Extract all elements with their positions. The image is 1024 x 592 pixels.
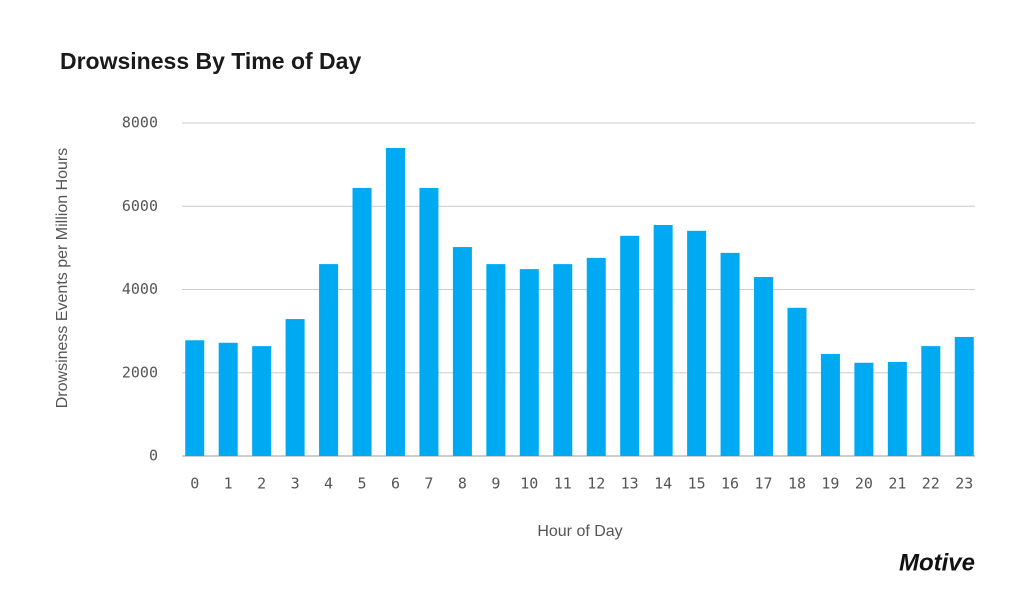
bar <box>954 336 974 456</box>
bar <box>653 224 673 456</box>
bar <box>553 264 573 456</box>
x-tick-label: 0 <box>190 475 199 493</box>
x-tick-label: 1 <box>224 475 233 493</box>
bar <box>419 187 439 456</box>
y-tick-label: 2000 <box>122 363 158 381</box>
bar <box>252 346 272 456</box>
bar <box>218 342 238 456</box>
x-tick-label: 7 <box>424 475 433 493</box>
bar <box>452 247 472 456</box>
x-tick-label: 9 <box>491 475 500 493</box>
bar <box>486 264 506 456</box>
bar <box>854 362 874 456</box>
x-axis-label: Hour of Day <box>537 523 622 540</box>
bar <box>620 235 640 456</box>
bar <box>754 277 774 456</box>
bar <box>820 354 840 456</box>
bar <box>385 147 405 456</box>
bar <box>185 340 205 456</box>
bar <box>285 319 305 456</box>
chart-title: Drowsiness By Time of Day <box>60 48 361 74</box>
bar <box>720 252 740 456</box>
bar <box>319 264 339 456</box>
x-tick-label: 11 <box>554 475 572 493</box>
x-tick-label: 6 <box>391 475 400 493</box>
x-tick-label: 10 <box>520 475 538 493</box>
x-tick-label: 8 <box>458 475 467 493</box>
x-tick-label: 21 <box>888 475 906 493</box>
x-tick-label: 5 <box>358 475 367 493</box>
bar <box>586 257 606 456</box>
x-tick-label: 12 <box>587 475 605 493</box>
x-tick-label: 23 <box>955 475 973 493</box>
x-tick-label: 13 <box>621 475 639 493</box>
bar <box>687 230 707 456</box>
x-tick-label: 16 <box>721 475 739 493</box>
x-tick-label: 18 <box>788 475 806 493</box>
y-tick-label: 8000 <box>122 114 158 132</box>
x-tick-label: 17 <box>754 475 772 493</box>
bar <box>921 346 941 456</box>
x-tick-label: 19 <box>821 475 839 493</box>
bar <box>519 269 539 456</box>
y-tick-label: 6000 <box>122 197 158 215</box>
x-tick-label: 20 <box>855 475 873 493</box>
bar <box>887 361 907 456</box>
bar <box>352 187 372 456</box>
x-tick-label: 3 <box>291 475 300 493</box>
y-axis-label: Drowsiness Events per Million Hours <box>54 148 71 409</box>
logo: Motive <box>899 549 975 576</box>
y-tick-label: 4000 <box>122 280 158 298</box>
x-tick-label: 4 <box>324 475 333 493</box>
x-tick-label: 14 <box>654 475 672 493</box>
y-tick-label: 0 <box>149 447 158 465</box>
x-tick-label: 22 <box>922 475 940 493</box>
bar <box>787 307 807 456</box>
x-tick-label: 15 <box>688 475 706 493</box>
x-tick-label: 2 <box>257 475 266 493</box>
